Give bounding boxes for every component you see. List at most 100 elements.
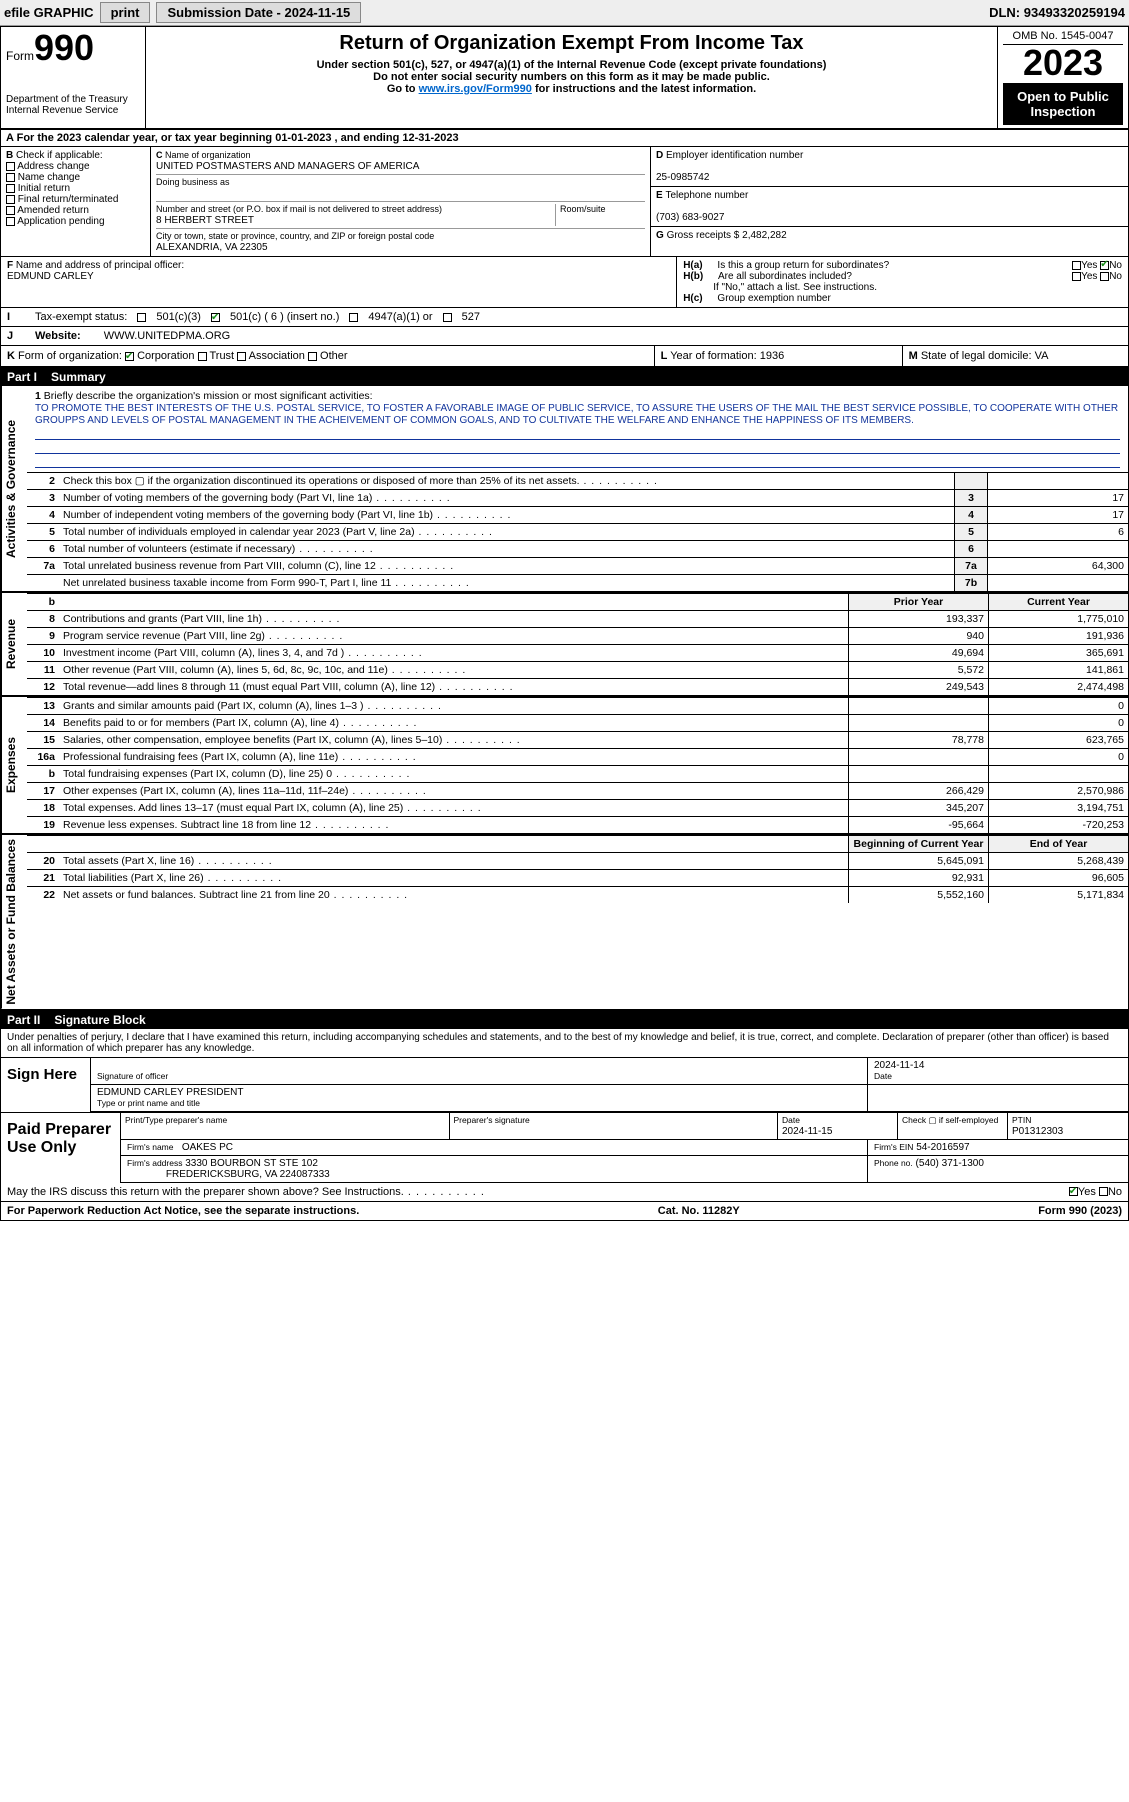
prep-row1: Print/Type preparer's name Preparer's si… — [121, 1113, 1128, 1140]
sign-date: 2024-11-14 — [874, 1060, 924, 1071]
col-h: H(a) Is this a group return for subordin… — [677, 257, 1128, 307]
checkbox-icon[interactable] — [6, 162, 15, 171]
summary-row: 10 Investment income (Part VIII, column … — [27, 644, 1128, 661]
summary-row: 22 Net assets or fund balances. Subtract… — [27, 886, 1128, 903]
checkbox-checked-icon[interactable] — [1100, 261, 1109, 270]
treasury-dept: Department of the Treasury Internal Reve… — [6, 94, 140, 116]
open-inspection-badge: Open to Public Inspection — [1003, 83, 1123, 125]
summary-row: 20 Total assets (Part X, line 16) 5,645,… — [27, 852, 1128, 869]
checkbox-icon[interactable] — [1100, 272, 1109, 281]
efile-label: efile GRAPHIC — [4, 5, 94, 20]
checkbox-icon[interactable] — [308, 352, 317, 361]
col-deg: D Employer identification number25-09857… — [651, 147, 1128, 256]
print-button[interactable]: print — [100, 2, 151, 23]
firm-ein: 54-2016597 — [916, 1142, 969, 1153]
year-formation: 1936 — [760, 350, 784, 362]
form-990-big: 990 — [34, 27, 94, 68]
summary-row: 6 Total number of volunteers (estimate i… — [27, 540, 1128, 557]
preparer-block: Paid Preparer Use Only Print/Type prepar… — [1, 1112, 1128, 1183]
row-klm: K Form of organization: Corporation Trus… — [1, 346, 1128, 368]
summary-row: 2 Check this box ▢ if the organization d… — [27, 472, 1128, 489]
mission-row: 1 Briefly describe the organization's mi… — [27, 386, 1128, 472]
summary-row: 15 Salaries, other compensation, employe… — [27, 731, 1128, 748]
summary-row: 21 Total liabilities (Part X, line 26) 9… — [27, 869, 1128, 886]
checkbox-icon[interactable] — [6, 217, 15, 226]
pra-notice: For Paperwork Reduction Act Notice, see … — [7, 1205, 359, 1217]
officer-printed-name: EDMUND CARLEY PRESIDENT — [97, 1087, 244, 1098]
checkbox-icon[interactable] — [6, 206, 15, 215]
summary-row: 13 Grants and similar amounts paid (Part… — [27, 697, 1128, 714]
org-street: 8 HERBERT STREET — [156, 215, 254, 226]
prep-row3: Firm's address 3330 BOURBON ST STE 102 F… — [121, 1156, 1128, 1183]
summary-row: 18 Total expenses. Add lines 13–17 (must… — [27, 799, 1128, 816]
checkbox-icon[interactable] — [443, 313, 452, 322]
revenue-block: Revenue b Prior Year Current Year 8 Cont… — [1, 593, 1128, 697]
netassets-block: Net Assets or Fund Balances Beginning of… — [1, 835, 1128, 1011]
checkbox-icon[interactable] — [198, 352, 207, 361]
checkbox-icon[interactable] — [237, 352, 246, 361]
form-ref: Form 990 (2023) — [1038, 1205, 1122, 1217]
org-name: UNITED POSTMASTERS AND MANAGERS OF AMERI… — [156, 161, 419, 172]
row-j: JWebsite: WWW.UNITEDPMA.ORG — [1, 327, 1128, 346]
gross-receipts: 2,482,282 — [742, 230, 787, 241]
summary-row: 16a Professional fundraising fees (Part … — [27, 748, 1128, 765]
summary-row: 4 Number of independent voting members o… — [27, 506, 1128, 523]
irs-link[interactable]: www.irs.gov/Form990 — [419, 83, 532, 95]
col-c: C Name of organization UNITED POSTMASTER… — [151, 147, 651, 256]
col-b: B Check if applicable: Address change Na… — [1, 147, 151, 256]
row-a-taxyear: A For the 2023 calendar year, or tax yea… — [1, 130, 1128, 147]
form-title: Return of Organization Exempt From Incom… — [151, 32, 992, 55]
checkbox-icon[interactable] — [6, 195, 15, 204]
page-footer: For Paperwork Reduction Act Notice, see … — [1, 1201, 1128, 1220]
expenses-block: Expenses 13 Grants and similar amounts p… — [1, 697, 1128, 835]
summary-row: Net unrelated business taxable income fr… — [27, 574, 1128, 591]
firm-name: OAKES PC — [182, 1142, 233, 1153]
mission-text: TO PROMOTE THE BEST INTERESTS OF THE U.S… — [35, 403, 1118, 426]
paid-preparer-label: Paid Preparer Use Only — [1, 1113, 121, 1183]
firm-phone: (540) 371-1300 — [916, 1158, 984, 1169]
form-title-cell: Return of Organization Exempt From Incom… — [146, 27, 998, 128]
efile-toolbar: efile GRAPHIC print Submission Date - 20… — [0, 0, 1129, 26]
form-page: Form990 Department of the Treasury Inter… — [0, 26, 1129, 1221]
netassets-header-row: Beginning of Current Year End of Year — [27, 835, 1128, 852]
discuss-row: May the IRS discuss this return with the… — [1, 1183, 1128, 1201]
checkbox-icon[interactable] — [137, 313, 146, 322]
ptin: P01312303 — [1012, 1126, 1063, 1137]
side-revenue: Revenue — [1, 593, 27, 695]
checkbox-icon[interactable] — [1072, 261, 1081, 270]
checkbox-icon[interactable] — [1099, 1187, 1108, 1196]
summary-row: 12 Total revenue—add lines 8 through 11 … — [27, 678, 1128, 695]
summary-row: 14 Benefits paid to or for members (Part… — [27, 714, 1128, 731]
summary-row: 9 Program service revenue (Part VIII, li… — [27, 627, 1128, 644]
checkbox-icon[interactable] — [349, 313, 358, 322]
website-value: WWW.UNITEDPMA.ORG — [104, 330, 231, 342]
fh-block: F Name and address of principal officer:… — [1, 257, 1128, 308]
summary-row: 7a Total unrelated business revenue from… — [27, 557, 1128, 574]
checkbox-icon[interactable] — [1072, 272, 1081, 281]
governance-block: Activities & Governance 1 Briefly descri… — [1, 386, 1128, 593]
phone-value: (703) 683-9027 — [656, 212, 724, 223]
perjury-text: Under penalties of perjury, I declare th… — [1, 1029, 1128, 1057]
revenue-header-row: b Prior Year Current Year — [27, 593, 1128, 610]
submission-date-button[interactable]: Submission Date - 2024-11-15 — [156, 2, 361, 23]
summary-row: 5 Total number of individuals employed i… — [27, 523, 1128, 540]
checkbox-checked-icon[interactable] — [1069, 1187, 1078, 1196]
cat-no: Cat. No. 11282Y — [658, 1205, 740, 1217]
summary-row: 19 Revenue less expenses. Subtract line … — [27, 816, 1128, 833]
checkbox-icon[interactable] — [6, 184, 15, 193]
part1-header: Part I Summary — [1, 368, 1128, 386]
form-header: Form990 Department of the Treasury Inter… — [1, 27, 1128, 130]
row-i: ITax-exempt status: 501(c)(3) 501(c) ( 6… — [1, 308, 1128, 327]
org-city: ALEXANDRIA, VA 22305 — [156, 242, 268, 253]
summary-row: 17 Other expenses (Part IX, column (A), … — [27, 782, 1128, 799]
ein-value: 25-0985742 — [656, 172, 709, 183]
sign-here-label: Sign Here — [1, 1058, 91, 1112]
form-number-cell: Form990 Department of the Treasury Inter… — [1, 27, 146, 128]
bcde-block: B Check if applicable: Address change Na… — [1, 147, 1128, 257]
checkbox-icon[interactable] — [6, 173, 15, 182]
domicile-state: VA — [1035, 350, 1049, 362]
summary-row: 11 Other revenue (Part VIII, column (A),… — [27, 661, 1128, 678]
checkbox-checked-icon[interactable] — [125, 352, 134, 361]
firm-address: 3330 BOURBON ST STE 102 — [185, 1158, 318, 1169]
checkbox-checked-icon[interactable] — [211, 313, 220, 322]
